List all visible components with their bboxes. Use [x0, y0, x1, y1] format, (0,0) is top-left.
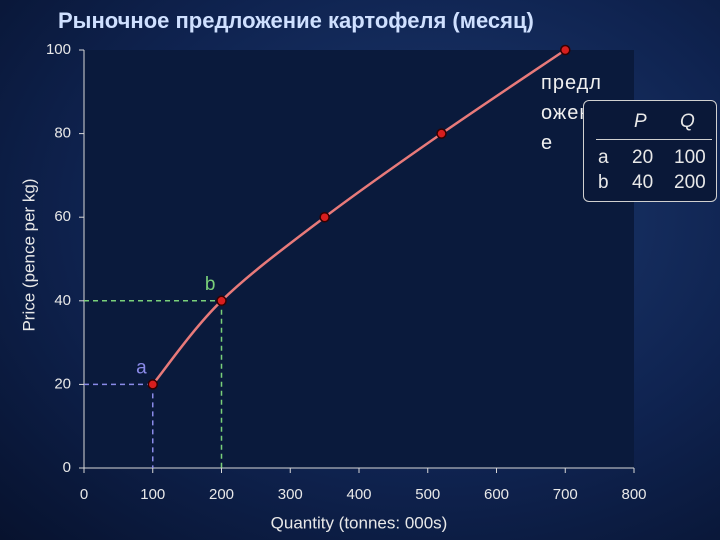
table-header: Q: [680, 111, 695, 132]
data-point: [436, 128, 447, 139]
y-tick-label: 60: [54, 208, 71, 225]
data-point: [147, 379, 158, 390]
table-rule: [596, 139, 712, 140]
data-point: [319, 211, 330, 223]
x-tick-label: 100: [140, 486, 165, 503]
x-tick-label: 400: [346, 486, 371, 503]
y-tick-label: 80: [54, 125, 71, 142]
x-tick-label: 800: [621, 486, 646, 503]
x-tick-label: 500: [415, 486, 440, 503]
x-tick-label: 200: [209, 486, 234, 503]
chart-title: Рыночное предложение картофеля (месяц): [58, 8, 534, 33]
point-label: b: [205, 274, 216, 295]
x-tick-label: 700: [553, 486, 578, 503]
data-point: [216, 295, 227, 307]
y-tick-label: 20: [54, 375, 71, 392]
table-header: P: [634, 111, 647, 132]
x-tick-label: 0: [80, 486, 88, 503]
y-tick-label: 100: [46, 41, 71, 58]
table-cell: 200: [674, 172, 706, 193]
y-axis-label: Price (pence per kg): [19, 178, 38, 331]
y-tick-label: 0: [63, 459, 71, 476]
table-cell: 40: [632, 172, 654, 193]
table: P Q a 20 100 b 40 200: [583, 100, 717, 202]
data-point: [560, 44, 571, 56]
point-label: a: [136, 357, 147, 378]
y-tick-label: 40: [54, 292, 71, 309]
table-cell: 20: [632, 147, 654, 168]
x-tick-label: 600: [484, 486, 509, 503]
table-cell: 100: [674, 147, 706, 168]
x-tick-label: 300: [278, 486, 303, 503]
table-cell: a: [598, 147, 609, 168]
plot-area: [84, 50, 634, 468]
table-cell: b: [598, 172, 609, 193]
x-axis-label: Quantity (tonnes: 000s): [271, 513, 448, 532]
